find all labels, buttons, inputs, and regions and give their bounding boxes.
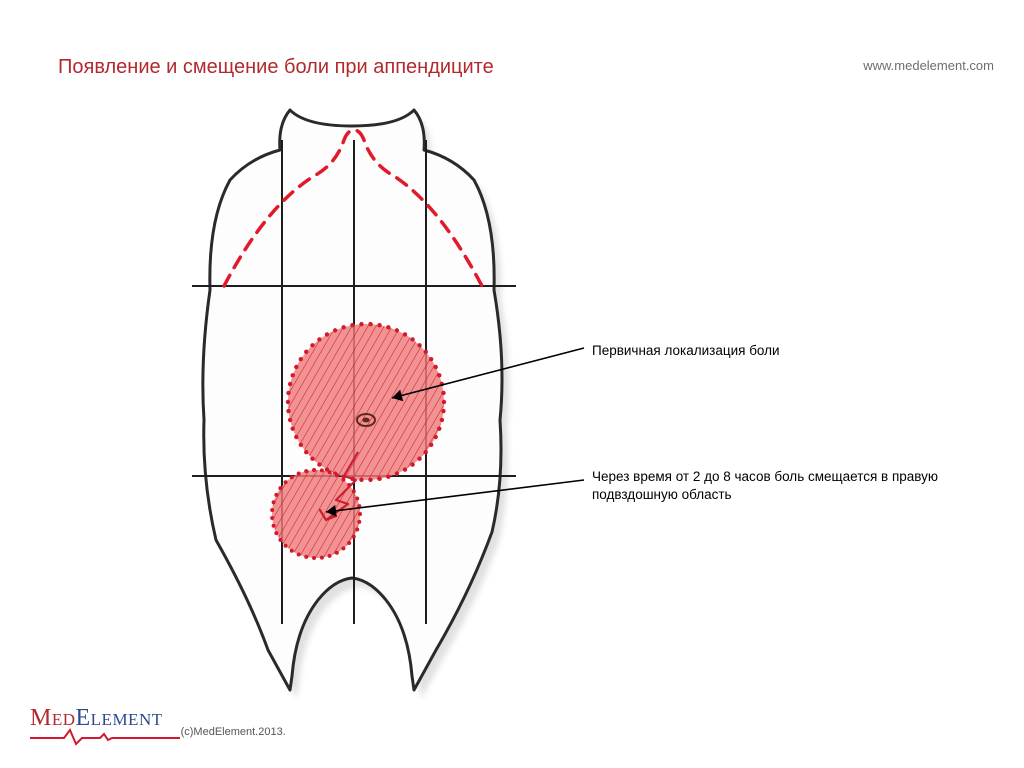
ekg-line-icon [30, 726, 180, 746]
pain-migration-diagram [130, 80, 570, 700]
page-title: Появление и смещение боли при аппендицит… [58, 56, 494, 79]
logo: MedElement [30, 705, 163, 742]
annotation-primary-pain: Первичная локализация боли [592, 342, 780, 360]
copyright-text: (c)MedElement.2013. [181, 726, 286, 742]
footer: MedElement (c)MedElement.2013. [30, 705, 286, 742]
annotation-migrated-pain: Через время от 2 до 8 часов боль смещает… [592, 468, 992, 504]
source-url: www.medelement.com [863, 58, 994, 73]
